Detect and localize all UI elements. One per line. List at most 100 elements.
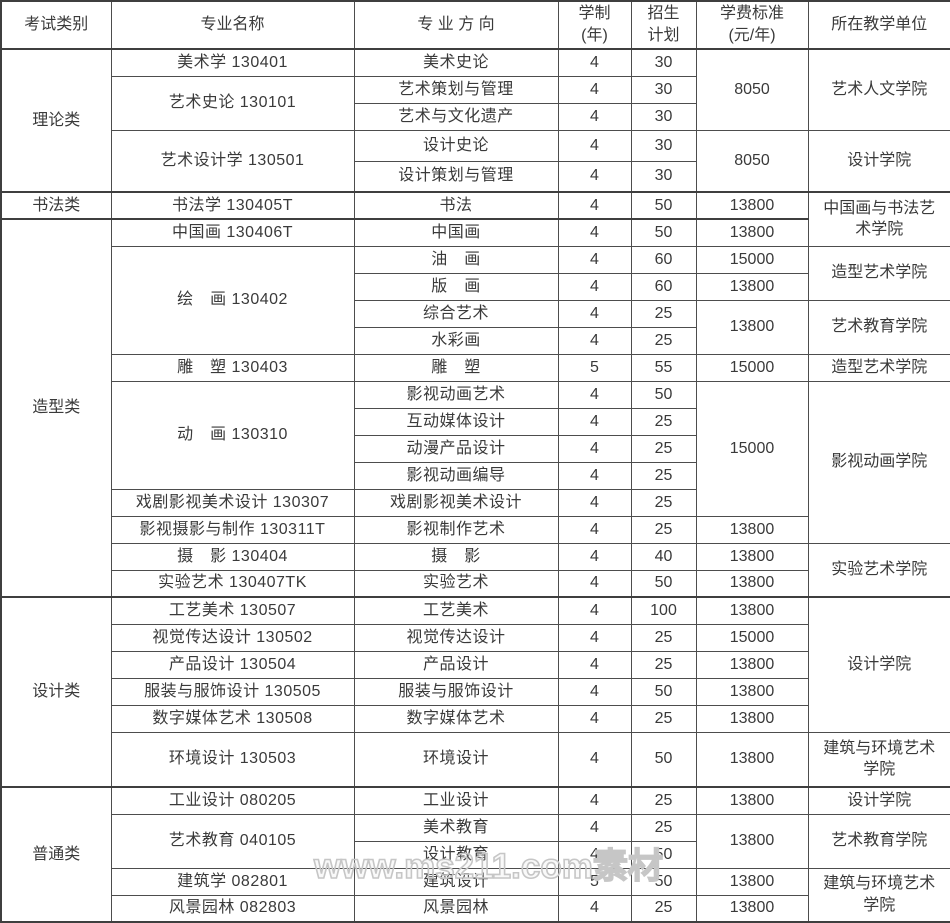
enrollment-quota-cell: 30 [630, 102, 697, 131]
tuition-cell: 13800 [695, 299, 809, 355]
table-row: 视觉传达设计 130502 视觉传达设计 4 25 15000 [1, 623, 950, 652]
table-row: 艺术史论 130101 艺术策划与管理 4 30 [1, 75, 950, 131]
enrollment-quota-cell: 25 [630, 299, 697, 328]
major-name-cell: 工业设计 080205 [110, 786, 355, 815]
study-years-cell: 4 [557, 326, 632, 355]
exam-category-cell: 造型类 [0, 218, 112, 598]
col-header-major-direction: 专 业 方 向 [353, 0, 559, 50]
major-direction-cell: 服装与服饰设计 [353, 677, 559, 706]
tuition-cell: 13800 [695, 704, 809, 733]
study-years-cell: 4 [557, 380, 632, 409]
major-direction-cell: 视觉传达设计 [353, 623, 559, 652]
enrollment-quota-cell: 30 [630, 129, 697, 162]
table-row: 艺术教育 040105 美术教育 4 25 13800 艺术教育学院 [1, 813, 950, 869]
major-direction-cell: 影视制作艺术 [353, 515, 559, 544]
study-years-cell: 4 [557, 569, 632, 598]
table-row: 建筑学 082801 建筑设计 5 50 13800 建筑与环境艺术学院 [1, 867, 950, 923]
major-direction-cell: 数字媒体艺术 [353, 704, 559, 733]
table-row: 动漫产品设计 4 25 [1, 434, 950, 463]
enrollment-quota-cell: 30 [630, 160, 697, 193]
table-row: 产品设计 130504 产品设计 4 25 13800 [1, 650, 950, 679]
major-direction-cell: 水彩画 [353, 326, 559, 355]
enrollment-quota-cell: 50 [630, 731, 697, 788]
tuition-cell: 13800 [695, 677, 809, 706]
table-row: 实验艺术 130407TK 实验艺术 4 50 13800 [1, 569, 950, 598]
tuition-cell: 13800 [695, 515, 809, 544]
exam-category-cell: 设计类 [0, 596, 112, 788]
major-direction-cell: 互动媒体设计 [353, 407, 559, 436]
enrollment-quota-cell: 25 [630, 650, 697, 679]
study-years-cell: 4 [557, 102, 632, 131]
teaching-unit-cell: 造型艺术学院 [807, 353, 950, 382]
tuition-cell: 13800 [695, 731, 809, 788]
enrollment-quota-cell: 50 [630, 677, 697, 706]
major-name-cell: 工艺美术 130507 [110, 596, 355, 625]
major-name-cell: 美术学 130401 [110, 48, 355, 77]
enrollment-quota-cell: 25 [630, 326, 697, 355]
major-direction-cell: 美术教育 [353, 813, 559, 842]
enrollment-quota-cell: 25 [630, 461, 697, 490]
teaching-unit-cell: 艺术教育学院 [807, 813, 950, 869]
teaching-unit-cell: 中国画与书法艺术学院 [807, 191, 950, 247]
study-years-cell: 4 [557, 813, 632, 842]
table-body: 理论类 美术学 130401 美术史论 4 30 8050 艺术人文学院 艺术史论 13010… [0, 48, 950, 923]
header-row: 考试类别 专业名称 专 业 方 向 学制 (年) 招生 计划 学费标准 (元/年… [0, 0, 950, 50]
exam-category-cell: 理论类 [0, 48, 112, 193]
major-direction-cell: 设计史论 [353, 129, 559, 162]
major-name-cell: 艺术设计学 130501 [110, 129, 355, 193]
teaching-unit-cell: 设计学院 [807, 129, 950, 193]
study-years-cell: 4 [557, 272, 632, 301]
table-row: 互动媒体设计 4 25 [1, 407, 950, 436]
major-direction-cell: 产品设计 [353, 650, 559, 679]
enrollment-quota-cell: 60 [630, 245, 697, 274]
table-row: 设计教育 4 50 [1, 840, 950, 869]
table-row: 数字媒体艺术 130508 数字媒体艺术 4 25 13800 [1, 704, 950, 733]
major-name-cell: 实验艺术 130407TK [110, 569, 355, 598]
enrollment-quota-cell: 50 [630, 380, 697, 409]
major-name-cell: 摄 影 130404 [110, 542, 355, 571]
tuition-cell: 13800 [695, 867, 809, 896]
table-row: 风景园林 082803 风景园林 4 25 13800 [1, 894, 950, 923]
major-direction-cell: 实验艺术 [353, 569, 559, 598]
table-row: 雕 塑 130403 雕 塑 5 55 15000 造型艺术学院 [1, 353, 950, 382]
table-row: 动 画 130310 影视动画艺术 4 50 15000 影视动画学院 [1, 380, 950, 544]
enrollment-quota-cell: 25 [630, 894, 697, 923]
major-name-cell: 风景园林 082803 [110, 894, 355, 923]
major-direction-cell: 艺术策划与管理 [353, 75, 559, 104]
major-direction-cell: 工业设计 [353, 786, 559, 815]
major-direction-cell: 戏剧影视美术设计 [353, 488, 559, 517]
major-direction-cell: 美术史论 [353, 48, 559, 77]
teaching-unit-cell: 设计学院 [807, 596, 950, 733]
enrollment-quota-cell: 25 [630, 488, 697, 517]
study-years-cell: 4 [557, 48, 632, 77]
major-direction-cell: 综合艺术 [353, 299, 559, 328]
enrollment-quota-cell: 25 [630, 704, 697, 733]
major-name-cell: 环境设计 130503 [110, 731, 355, 788]
col-header-teaching-unit: 所在教学单位 [807, 0, 950, 50]
major-direction-cell: 风景园林 [353, 894, 559, 923]
col-header-enrollment-quota: 招生 计划 [630, 0, 697, 50]
teaching-unit-cell: 艺术人文学院 [807, 48, 950, 131]
table-row: 设计策划与管理 4 30 [1, 160, 950, 193]
enrollment-quota-cell: 40 [630, 542, 697, 571]
major-name-cell: 产品设计 130504 [110, 650, 355, 679]
exam-category-cell: 普通类 [0, 786, 112, 923]
study-years-cell: 4 [557, 407, 632, 436]
enrollment-quota-cell: 55 [630, 353, 697, 382]
col-header-tuition-standard: 学费标准 (元/年) [695, 0, 809, 50]
study-years-cell: 4 [557, 129, 632, 162]
study-years-cell: 4 [557, 245, 632, 274]
study-years-cell: 4 [557, 731, 632, 788]
table-row: 环境设计 130503 环境设计 4 50 13800 建筑与环境艺术学院 [1, 731, 950, 788]
table-row: 造型类 中国画 130406T 中国画 4 50 13800 [0, 218, 950, 598]
enrollment-quota-cell: 30 [630, 75, 697, 104]
col-header-exam-category: 考试类别 [0, 0, 112, 50]
study-years-cell: 4 [557, 786, 632, 815]
study-years-cell: 4 [557, 461, 632, 490]
tuition-cell: 15000 [695, 245, 809, 274]
enrollment-quota-cell: 25 [630, 407, 697, 436]
major-direction-cell: 雕 塑 [353, 353, 559, 382]
enrollment-quota-cell: 50 [630, 867, 697, 896]
table-row: 版 画 4 60 13800 [1, 272, 950, 301]
